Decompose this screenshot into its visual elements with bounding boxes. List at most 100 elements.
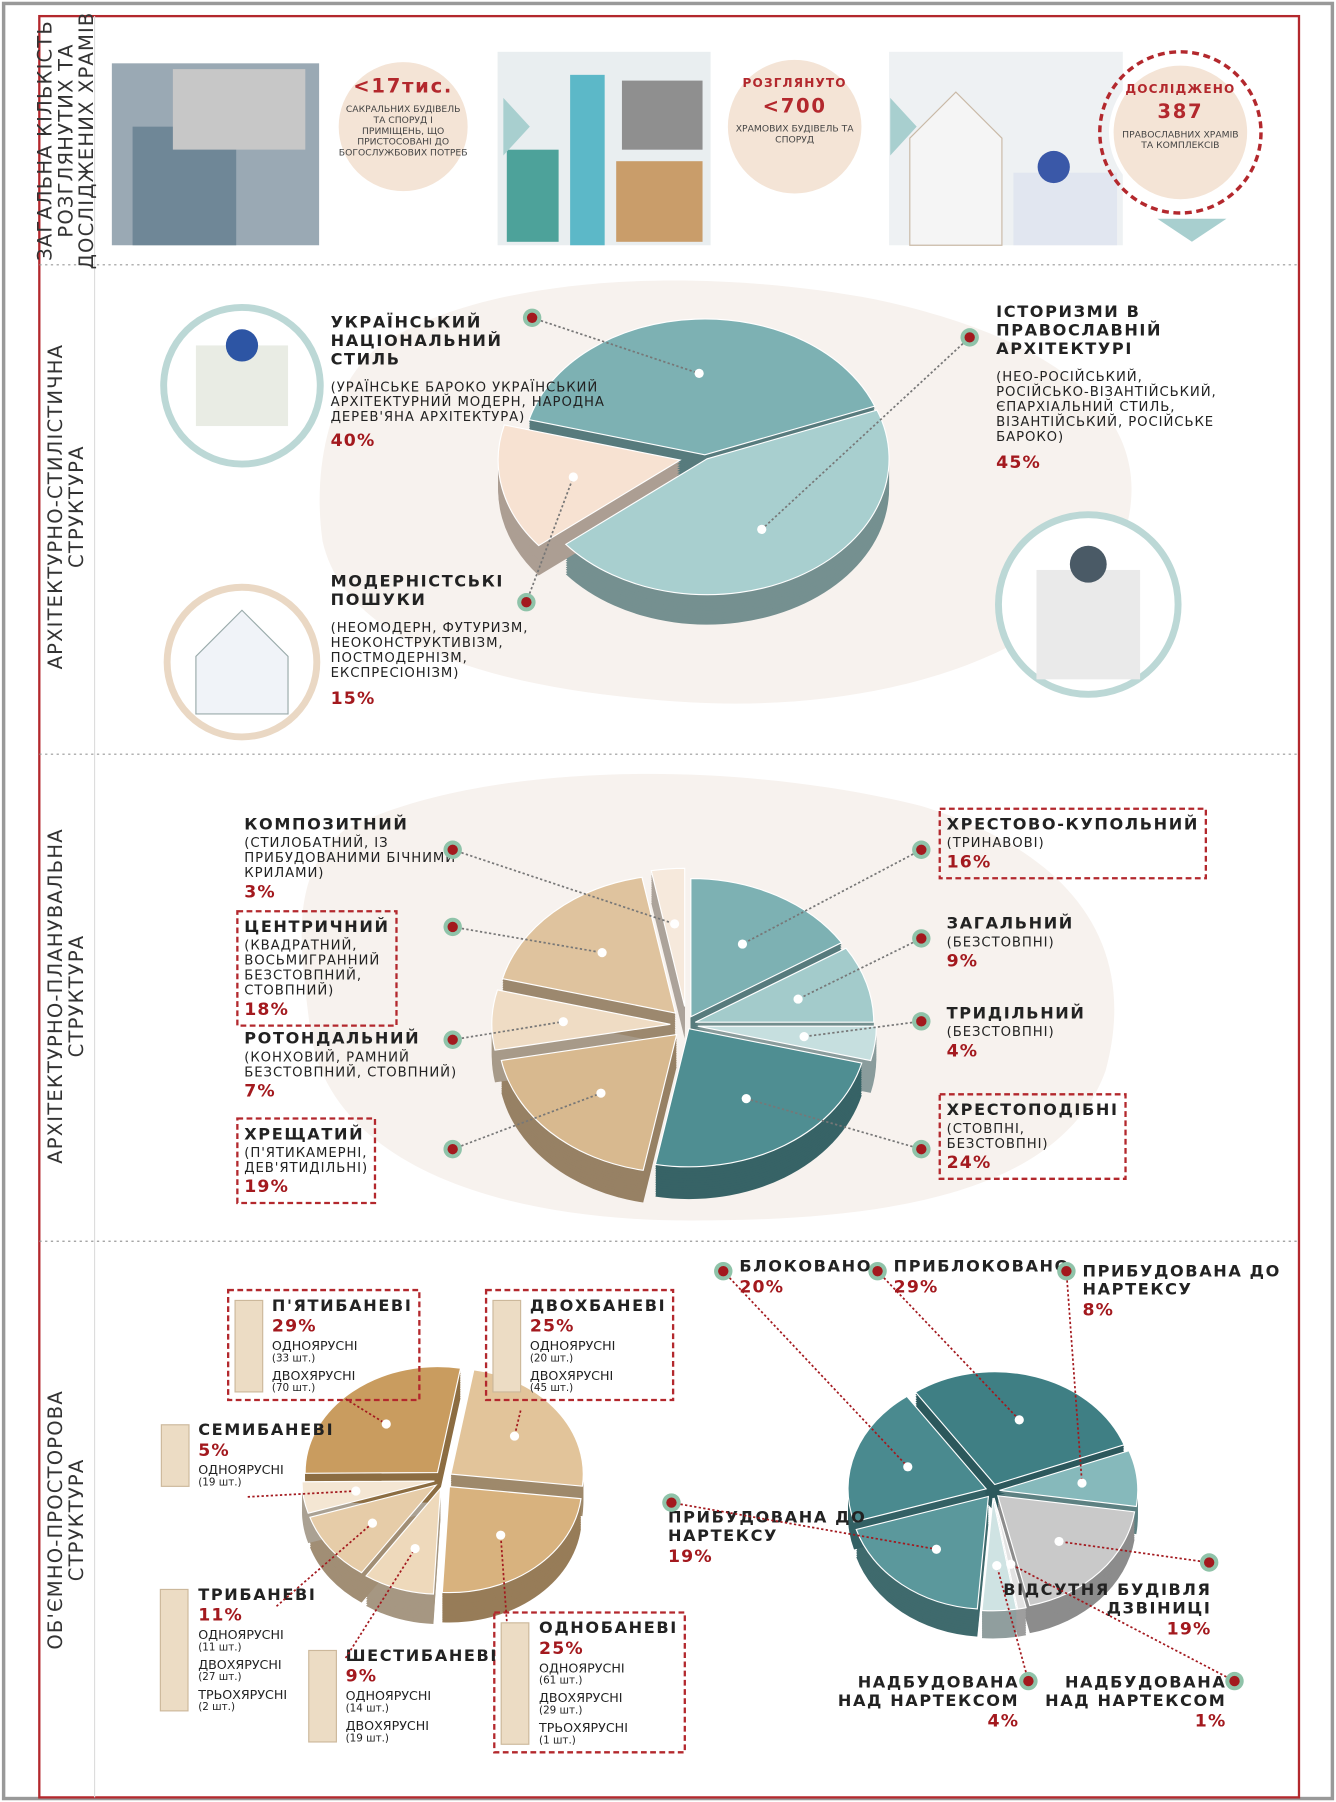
text-line: НАД НАРТЕКСОМ — [838, 1691, 1019, 1710]
arrow — [1157, 218, 1227, 242]
text-line: МОДЕРНІСТСЬКІ — [331, 572, 504, 591]
dot — [916, 933, 927, 944]
value-label: 5% — [198, 1441, 230, 1461]
value-label: 16% — [947, 853, 992, 873]
text-line: ВІДСУТНЯ БУДІВЛЯ — [1003, 1580, 1211, 1599]
photo-building — [172, 69, 306, 150]
connector — [722, 1270, 909, 1468]
category-label: СЕМИБАНЕВІ — [198, 1420, 334, 1439]
text-line: ДЕРЕВ'ЯНА АРХІТЕКТУРА) — [331, 410, 526, 425]
text-line: БЕЗСТОВПНИЙ, — [244, 965, 362, 983]
breakdown-name: ДВОХЯРУСНІ — [272, 1368, 355, 1383]
value-label: 25% — [530, 1317, 575, 1337]
value-label: 20% — [739, 1277, 784, 1297]
photo-building — [506, 149, 559, 242]
label-block: ЗАГАЛЬНИЙ (БЕЗСТОВПНІ) 9% — [947, 914, 1074, 972]
category-label: ХРЕЩАТИЙ — [244, 1124, 364, 1143]
value-label: 29% — [894, 1277, 939, 1297]
value-label: 9% — [947, 952, 979, 972]
connector — [1058, 1540, 1210, 1564]
dot — [1061, 1266, 1072, 1277]
photo-dome — [1069, 545, 1107, 583]
slice-point — [737, 939, 748, 949]
connector — [1010, 1563, 1235, 1682]
slice — [528, 318, 876, 456]
pie-tops — [491, 867, 877, 1171]
value-label: 11% — [198, 1606, 243, 1626]
slice — [650, 867, 686, 1007]
dot — [1229, 1675, 1240, 1687]
slice — [993, 1497, 1027, 1610]
pie — [491, 867, 877, 1203]
label-block: УКРАЇНСЬКИЙ НАЦІОНАЛЬНИЙ СТИЛЬ (УРАЇНСЬКЕ Б… — [331, 312, 604, 451]
text-line: ВІЗАНТІЙСЬКИЙ, РОСІЙСЬКЕ — [996, 412, 1214, 430]
category-label: БЛОКОВАНО — [739, 1257, 872, 1276]
value-label: 40% — [331, 431, 376, 451]
slice-point — [410, 1543, 420, 1554]
label-box — [236, 910, 398, 1027]
connector — [345, 1398, 387, 1425]
sidebar-label: СТРУКТУРА — [65, 1459, 88, 1582]
breakdown-count: (14 шт.) — [346, 1702, 389, 1714]
text-line: ВОСЬМИГРАННИЙ — [244, 950, 380, 968]
connector — [803, 1020, 922, 1038]
slice-point — [597, 947, 607, 958]
pie — [301, 1366, 584, 1625]
photo-building — [1036, 569, 1141, 680]
category-label: ВІДСУТНЯ БУДІВЛЯ ДЗВІНИЦІ — [1003, 1580, 1211, 1617]
text-line: СПОРУД — [775, 135, 814, 146]
breakdown-count: (29 шт.) — [539, 1705, 582, 1717]
circle-bg — [723, 55, 867, 199]
label-box — [226, 1288, 421, 1402]
value-label: 45% — [996, 453, 1041, 473]
text-line: ПРИБУДОВАНА ДО — [668, 1508, 866, 1527]
text-line: ПРАВОСЛАВНІЙ — [996, 321, 1162, 340]
category-note: (БЕЗСТОВПНІ) — [947, 1025, 1055, 1040]
category-label: ЗАГАЛЬНИЙ — [947, 914, 1074, 933]
text-line: ХРЕСТОПОДІБНІ — [947, 1100, 1119, 1119]
breakdown-name: ДВОХЯРУСНІ — [530, 1368, 613, 1383]
slice-point — [1054, 1536, 1064, 1547]
category-note: (СТИЛОБАТНИЙ, ІЗ ПРИБУДОВАНИМИ БІЧНИМИ КРИ… — [244, 833, 456, 881]
category-label: ПРИБУДОВАНА ДО НАРТЕКСУ — [1083, 1261, 1281, 1298]
summary-text: САКРАЛЬНИХ БУДІВЕЛЬ ТА СПОРУД І ПРИМІЩЕНЬ,… — [339, 104, 468, 159]
text-line: (БЕЗСТОВПНІ) — [947, 935, 1055, 950]
text-line: ПОСТМОДЕРНІЗМ, — [331, 651, 468, 666]
breakdown-name: ТРЬОХЯРУСНІ — [538, 1720, 628, 1735]
breakdown-name: ОДНОЯРУСНІ — [346, 1688, 432, 1703]
sidebar-label: АРХІТЕКТУРНО-ПЛАНУВАЛЬНА — [44, 828, 67, 1163]
text-line: (БЕЗСТОВПНІ) — [947, 1025, 1055, 1040]
summary-value: 387 — [1157, 100, 1203, 123]
dot — [447, 1034, 458, 1045]
slice-point — [509, 1431, 520, 1441]
text-line: БАРОКО) — [996, 430, 1064, 445]
text-line: САКРАЛЬНИХ БУДІВЕЛЬ — [346, 104, 461, 115]
pie-labels: УКРАЇНСЬКИЙ НАЦІОНАЛЬНИЙ СТИЛЬ (УРАЇНСЬКЕ Б… — [331, 302, 1216, 709]
text-line: ЗАГАЛЬНИЙ — [947, 914, 1074, 933]
summary-value: <17тис. — [353, 75, 453, 98]
slice-point — [381, 1419, 391, 1429]
text-line: НАД НАРТЕКСОМ — [1045, 1691, 1226, 1710]
text-line: (КОНХОВИЙ, РАМНИЙ — [244, 1047, 410, 1065]
summary-value: <700 — [763, 94, 827, 117]
pie-tops — [301, 1366, 584, 1595]
slice — [301, 1480, 435, 1514]
summary-circle: ДОСЛІДЖЕНО 387 ПРАВОСЛАВНИХ ХРАМІВ ТА КОМПЛ… — [1098, 50, 1263, 215]
breakdown-name: ТРЬОХЯРУСНІ — [197, 1687, 287, 1702]
text-line: ОДНОБАНЕВІ — [539, 1618, 678, 1637]
slice-point — [367, 1518, 378, 1528]
label-block: ОДНОБАНЕВІ 25%ОДНОЯРУСНІ(61 шт.) ДВОХЯРУСН… — [493, 1611, 686, 1754]
circle-bg — [1109, 61, 1252, 204]
slice-point — [1006, 1559, 1016, 1569]
text-line: ТА КОМПЛЕКСІВ — [1140, 141, 1219, 152]
pie-tops — [497, 318, 890, 596]
text-line: НАДБУДОВАНА — [858, 1672, 1019, 1691]
summary-circle: РОЗГЛЯНУТО <700 ХРАМОВИХ БУДІВЕЛЬ ТА СПОРУД — [723, 55, 867, 199]
category-label: КОМПОЗИТНИЙ — [244, 815, 408, 834]
text-line: ПРИБЛОКОВАНО — [894, 1257, 1070, 1276]
pie — [497, 318, 890, 625]
